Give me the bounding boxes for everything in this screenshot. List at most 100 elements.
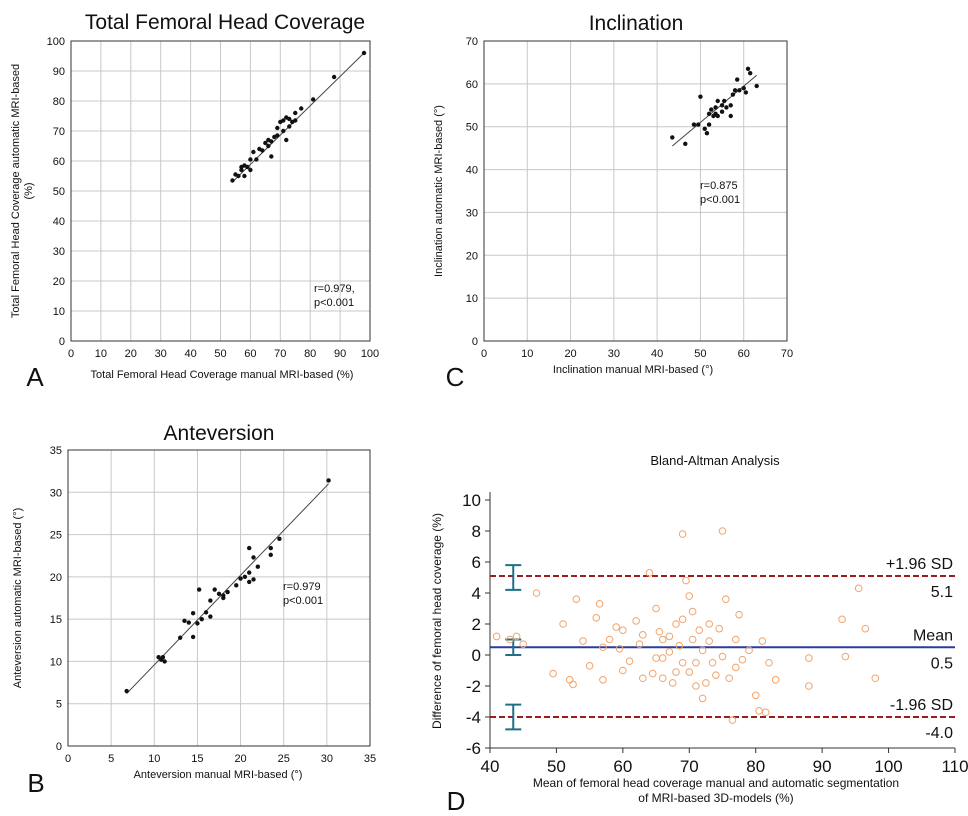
data-point <box>638 674 647 683</box>
data-point <box>678 615 687 624</box>
data-point <box>670 135 675 140</box>
reference-line-value: -4.0 <box>925 725 953 742</box>
data-point <box>705 637 714 645</box>
data-point <box>658 674 667 683</box>
data-point <box>247 579 252 585</box>
data-point <box>682 576 690 585</box>
x-axis-label: of MRI-based 3D-models (%) <box>638 791 793 805</box>
data-point <box>728 103 733 108</box>
stats-annotation: p<0.001 <box>314 297 354 309</box>
data-point <box>251 149 256 155</box>
data-point <box>743 90 749 95</box>
data-point <box>248 157 253 162</box>
data-point <box>208 598 213 603</box>
data-point <box>208 614 213 619</box>
data-point <box>854 584 863 593</box>
y-tick-label: 20 <box>53 276 65 288</box>
data-point <box>731 663 740 672</box>
data-point <box>698 694 707 703</box>
y-tick-label: 15 <box>50 614 62 626</box>
data-point <box>549 669 557 678</box>
data-point <box>263 140 268 146</box>
reference-line-value: 0.5 <box>931 655 953 672</box>
data-point <box>595 600 604 608</box>
data-point <box>722 98 727 104</box>
x-axis-label: Anteversion manual MRI-based (°) <box>134 769 303 781</box>
data-point <box>269 154 274 159</box>
x-tick-label: 70 <box>274 348 286 360</box>
x-tick-label: 60 <box>738 348 750 360</box>
x-tick-label: 110 <box>941 757 968 776</box>
data-point <box>177 635 183 640</box>
data-point <box>277 536 282 541</box>
chart-a: Total Femoral Head Coverage 0 10 20 30 40 50 60… <box>10 11 379 392</box>
y-tick-label: 25 <box>50 530 62 542</box>
y-tick-label: 10 <box>462 491 481 510</box>
x-tick-label: 40 <box>651 348 663 360</box>
data-point <box>212 587 217 592</box>
data-point <box>293 118 298 123</box>
y-tick-label: 2 <box>472 615 481 634</box>
data-point <box>234 583 239 588</box>
data-point <box>678 530 687 538</box>
data-point <box>735 610 743 619</box>
x-tick-label: 10 <box>521 348 533 360</box>
y-tick-label: 30 <box>53 246 65 258</box>
data-point <box>645 569 654 577</box>
data-point <box>698 94 703 99</box>
data-point <box>706 111 712 117</box>
data-point <box>725 674 733 683</box>
data-point <box>160 655 166 660</box>
data-point <box>738 655 747 664</box>
data-point <box>268 552 273 558</box>
x-tick-label: 30 <box>321 753 333 765</box>
data-point <box>702 126 707 132</box>
data-point <box>242 173 247 179</box>
data-point <box>612 623 621 631</box>
stats-annotation: r=0.979, <box>314 283 355 295</box>
reference-line-label: -1.96 SD <box>890 697 953 714</box>
y-tick-label: -4 <box>466 708 481 727</box>
data-point <box>665 648 674 656</box>
data-point <box>565 676 574 684</box>
data-point <box>692 682 700 690</box>
data-point <box>748 70 753 76</box>
data-point <box>731 635 740 644</box>
y-tick-label: 70 <box>466 36 478 48</box>
data-point <box>705 620 714 628</box>
x-tick-label: 5 <box>108 753 114 765</box>
data-point <box>755 707 763 715</box>
data-point <box>688 607 697 616</box>
data-point <box>506 635 514 644</box>
data-point <box>221 593 226 598</box>
data-point <box>728 716 737 724</box>
data-point <box>715 624 723 633</box>
data-point <box>715 98 720 104</box>
x-tick-label: 0 <box>68 348 74 360</box>
data-point <box>696 122 701 127</box>
chart-c: Inclination 0 10 20 30 40 50 60 70 0 10 20 30 40 50 60 7… <box>433 12 793 392</box>
panel-label: B <box>27 768 44 798</box>
data-point <box>688 635 697 644</box>
data-point <box>247 570 252 575</box>
data-point <box>569 680 577 689</box>
data-point <box>758 637 767 645</box>
data-point <box>695 626 704 635</box>
data-point <box>251 577 256 582</box>
data-point <box>195 621 200 626</box>
y-tick-label: 100 <box>47 36 65 48</box>
data-point <box>625 657 634 666</box>
x-tick-label: 60 <box>613 757 632 776</box>
data-point <box>190 634 196 640</box>
y-tick-label: 35 <box>50 445 62 457</box>
data-point <box>242 574 248 580</box>
y-tick-label: -2 <box>466 677 481 696</box>
data-point <box>761 708 770 717</box>
y-tick-label: 60 <box>466 79 478 91</box>
data-point <box>592 614 601 622</box>
y-tick-label: 50 <box>53 186 65 198</box>
x-tick-label: 50 <box>214 348 226 360</box>
y-tick-label: 0 <box>472 336 478 348</box>
data-point <box>678 658 687 667</box>
